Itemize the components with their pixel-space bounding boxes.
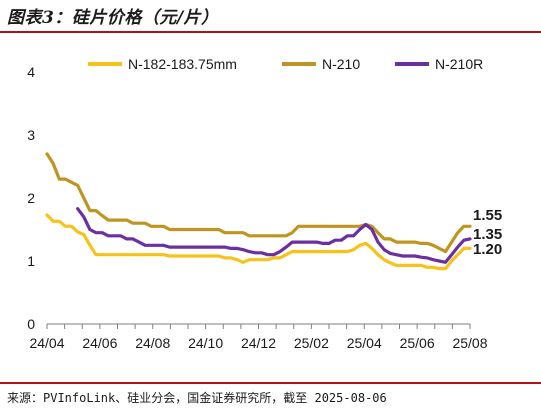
- x-tick-label-7: 25/06: [400, 335, 435, 351]
- x-tick-label-2: 24/08: [135, 335, 170, 351]
- end-value-label-2: 1.20: [473, 241, 502, 258]
- chart-end-labels: 1.55 1.351.20: [473, 207, 502, 258]
- x-tick-label-0: 24/04: [29, 335, 64, 351]
- chart-title: 图表3：硅片价格（元/片）: [7, 8, 219, 28]
- chart-series: [45, 152, 472, 271]
- x-tick-label-1: 24/06: [82, 335, 117, 351]
- end-value-label-1: 1.35: [473, 226, 502, 243]
- legend-label-2: N-210R: [435, 56, 483, 72]
- top-divider: [0, 31, 541, 33]
- y-tick-label-4: 4: [27, 64, 35, 80]
- x-tick-label-3: 24/10: [188, 335, 223, 351]
- x-tick-label-4: 24/12: [241, 335, 276, 351]
- series-line-n-210r: [76, 207, 472, 264]
- x-tick-label-5: 25/02: [294, 335, 329, 351]
- y-tick-label-0: 0: [27, 316, 35, 332]
- legend-label-1: N-210: [322, 56, 360, 72]
- x-tick-label-8: 25/08: [452, 335, 487, 351]
- chart-axes: 0 1 2 3 4 24/04 24/06 24/08 24/10 24/12 25/02 25/04…: [27, 64, 488, 351]
- chart-legend: N-182-183.75mm N-210 N-210R: [88, 56, 483, 72]
- series-line-n-182-183-75mm: [45, 213, 472, 271]
- x-tick-label-6: 25/04: [347, 335, 382, 351]
- bottom-divider: [0, 382, 541, 384]
- end-value-label-0: 1.55: [473, 207, 502, 224]
- source-note: 来源：PVInfoLink、硅业分会，国金证券研究所，截至 2025-08-06: [7, 391, 387, 405]
- series-line-n-210: [45, 152, 472, 254]
- y-tick-label-3: 3: [27, 127, 35, 143]
- y-tick-label-2: 2: [27, 190, 35, 206]
- y-tick-label-1: 1: [27, 253, 35, 269]
- legend-label-0: N-182-183.75mm: [128, 56, 237, 72]
